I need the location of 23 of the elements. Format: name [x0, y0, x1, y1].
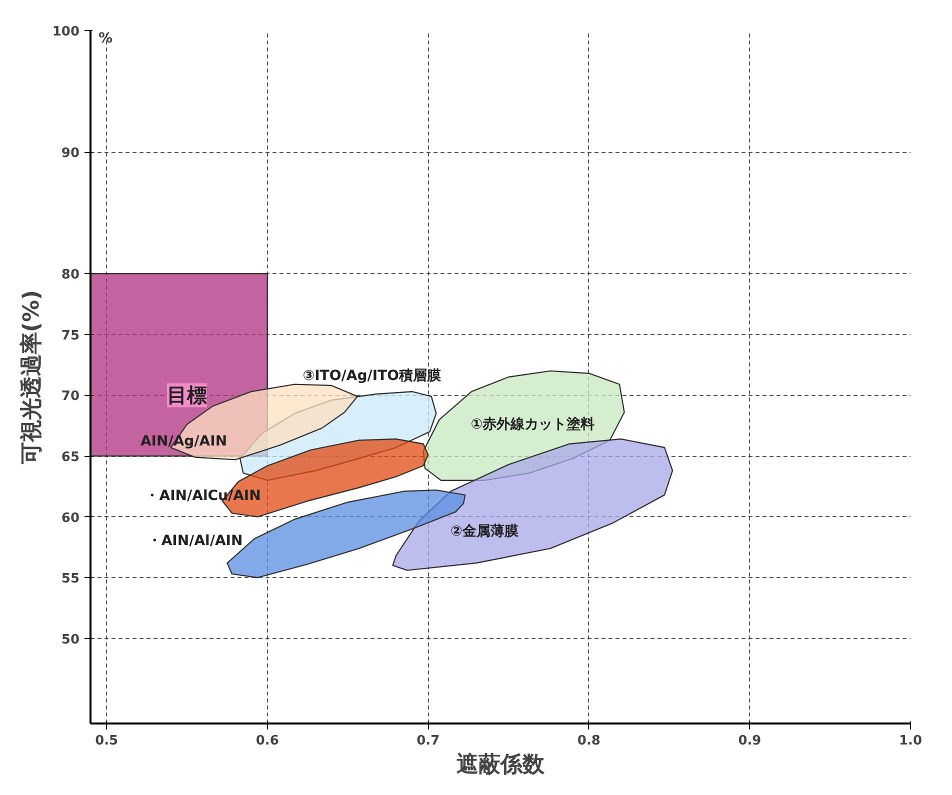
- y-tick-label: 80: [61, 268, 80, 283]
- y-tick-label: 50: [61, 632, 80, 648]
- x-tick-label: 0.6: [256, 734, 279, 748]
- y-tick-label: 70: [61, 389, 80, 404]
- x-tick-label: 0.5: [95, 734, 118, 748]
- y-tick-label: 90: [61, 146, 80, 162]
- y-axis-title: 可視光透過率(%): [18, 290, 44, 466]
- y-tick-label: 65: [61, 450, 80, 466]
- x-tick-label: 0.7: [416, 734, 440, 748]
- y-tick-label: 55: [61, 572, 80, 587]
- x-tick-label: 0.8: [577, 734, 600, 748]
- x-tick-label: 1.0: [898, 734, 922, 748]
- annotation: ③ITO/Ag/ITO積層膜: [302, 368, 442, 384]
- annotation: ・AIN/Al/AIN: [147, 533, 243, 550]
- y-tick-label: 75: [61, 328, 80, 344]
- y-tick-label: 60: [61, 510, 80, 526]
- y-tick-label: 100: [52, 24, 80, 40]
- x-tick-label: 0.9: [738, 734, 762, 748]
- annotation: ②金属薄膜: [450, 523, 520, 540]
- annotation: 目標: [166, 383, 207, 408]
- annotation: ①赤外線カット塗料: [470, 416, 595, 432]
- annotation: %: [98, 30, 113, 46]
- x-axis-title: 遮蔽係数: [456, 752, 546, 778]
